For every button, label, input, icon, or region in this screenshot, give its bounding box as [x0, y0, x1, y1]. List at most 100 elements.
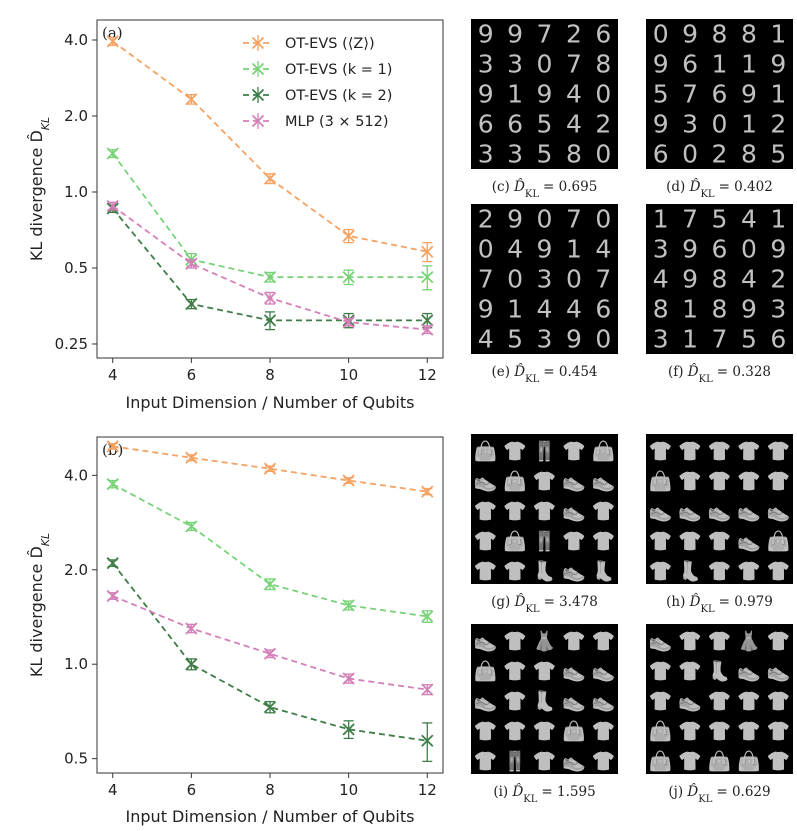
generated-digit: 6: [712, 79, 728, 108]
generated-garment: 👕: [503, 720, 527, 742]
generated-digit: 1: [770, 79, 786, 108]
generated-garment: 👕: [562, 630, 586, 652]
generated-garment: 👕: [591, 720, 615, 742]
generated-digit: 3: [478, 139, 494, 168]
generated-garment: 👕: [533, 720, 557, 742]
generated-digit: 2: [595, 109, 611, 138]
generated-digit: 4: [507, 234, 523, 263]
sample-grid-image: [471, 624, 618, 774]
sample-grid-image: [646, 624, 793, 774]
generated-garment: 👕: [766, 690, 790, 712]
caption: (j) D̂KL = 0.629: [668, 784, 770, 805]
generated-digit: 6: [712, 234, 728, 263]
generated-garment: 👕: [474, 720, 498, 742]
caption-label: (i): [493, 784, 508, 800]
generated-garment: 👢: [591, 559, 615, 582]
data-point-b: [342, 599, 355, 612]
generated-digit: 3: [682, 109, 698, 138]
caption-metric-sub: KL: [525, 604, 539, 615]
sample-panel-j: 👟 👕 👕 👗 👕👕 👕 👢 👟 👟👕 👟 👕 👕 👕👜 👕 👕 👕 👕👜 👕 👜 👜 👕(j) D̂KL = 0.629: [646, 624, 793, 805]
generated-garment: 👟: [649, 630, 673, 652]
generated-garment: 👕: [503, 630, 527, 652]
caption-label: (f): [668, 364, 684, 380]
data-point-b: [185, 93, 198, 106]
generated-digit: 2: [770, 109, 786, 138]
generated-digit: 7: [566, 49, 582, 78]
generated-digit: 1: [770, 204, 786, 233]
x-tick-label: 6: [187, 366, 197, 384]
series-2: [106, 202, 434, 331]
generated-garment: 👟: [591, 690, 615, 712]
sample-panel-e: 2 9 0 7 00 4 9 1 47 0 3 0 79 1 4 4 64 5 3 9 0(e) D̂KL = 0.454: [471, 204, 618, 385]
sample-grid-image: [646, 204, 793, 354]
legend-entry: MLP (3 × 512): [243, 113, 389, 130]
generated-garment: 👜: [474, 659, 498, 682]
caption-metric: D̂: [513, 179, 525, 195]
generated-digit: 0: [595, 204, 611, 233]
generated-digit: 9: [682, 264, 698, 293]
caption-value: = 0.328: [717, 364, 771, 380]
caption: (h) D̂KL = 0.979: [666, 594, 773, 615]
generated-garment: 👟: [562, 750, 586, 772]
generated-garment: 👕: [649, 690, 673, 712]
generated-garment: 👕: [766, 560, 790, 582]
generated-digit: 9: [741, 294, 757, 323]
generated-digit: 3: [507, 49, 523, 78]
generated-digit: 9: [537, 79, 553, 108]
generated-digit: 4: [741, 204, 757, 233]
generated-digit: 8: [653, 294, 669, 323]
generated-digit: 7: [537, 19, 553, 48]
generated-digit: 4: [566, 109, 582, 138]
generated-garment: 👕: [562, 440, 586, 462]
sample-grid-image: [471, 19, 618, 169]
caption-value: = 0.629: [716, 784, 770, 800]
caption-value: = 0.454: [543, 364, 597, 380]
generated-digit: 5: [741, 324, 757, 353]
series-line: [112, 483, 428, 618]
generated-garment: 👕: [503, 440, 527, 462]
generated-garment: 👢: [678, 559, 702, 582]
generated-digit: 3: [653, 324, 669, 353]
generated-digit: 4: [478, 324, 494, 353]
y-tick-label: 0.5: [64, 259, 88, 277]
generated-garment: 👕: [649, 440, 673, 462]
generated-digit: 0: [566, 264, 582, 293]
generated-garment: 👜: [766, 529, 790, 552]
generated-digit: 4: [537, 294, 553, 323]
y-tick-label: 1.0: [64, 655, 88, 673]
generated-garment: 👟: [474, 630, 498, 652]
generated-digit: 0: [653, 19, 669, 48]
generated-digit: 9: [478, 79, 494, 108]
series-line: [112, 153, 428, 279]
generated-digit: 9: [653, 49, 669, 78]
generated-digit: 8: [741, 139, 757, 168]
generated-garment: 👕: [678, 750, 702, 772]
generated-digit: 2: [770, 264, 786, 293]
generated-digit: 6: [595, 19, 611, 48]
generated-garment: 👕: [708, 470, 732, 492]
generated-garment: 👕: [591, 750, 615, 772]
x-tick-label: 10: [339, 781, 358, 799]
generated-garment: 👕: [708, 440, 732, 462]
generated-garment: 👜: [708, 749, 732, 772]
caption-label: (e): [491, 364, 510, 380]
generated-digit: 7: [478, 264, 494, 293]
generated-garment: 👕: [766, 720, 790, 742]
generated-garment: 👕: [678, 660, 702, 682]
generated-garment: 👕: [766, 470, 790, 492]
generated-garment: 👕: [766, 440, 790, 462]
data-point-b: [106, 147, 119, 160]
generated-digit: 5: [537, 109, 553, 138]
y-tick-label: 4.0: [64, 466, 88, 484]
y-axis-label-sub: KL: [39, 117, 52, 130]
generated-digit: 3: [537, 264, 553, 293]
generated-garment: 👕: [649, 560, 673, 582]
generated-digit: 1: [712, 49, 728, 78]
generated-digit: 5: [507, 324, 523, 353]
data-point-b: [421, 245, 434, 258]
series-0: [106, 35, 434, 263]
y-axis-label-main: KL divergence D̂: [27, 130, 46, 261]
generated-digit: 0: [478, 234, 494, 263]
y-axis-label-main: KL divergence D̂: [27, 546, 46, 677]
